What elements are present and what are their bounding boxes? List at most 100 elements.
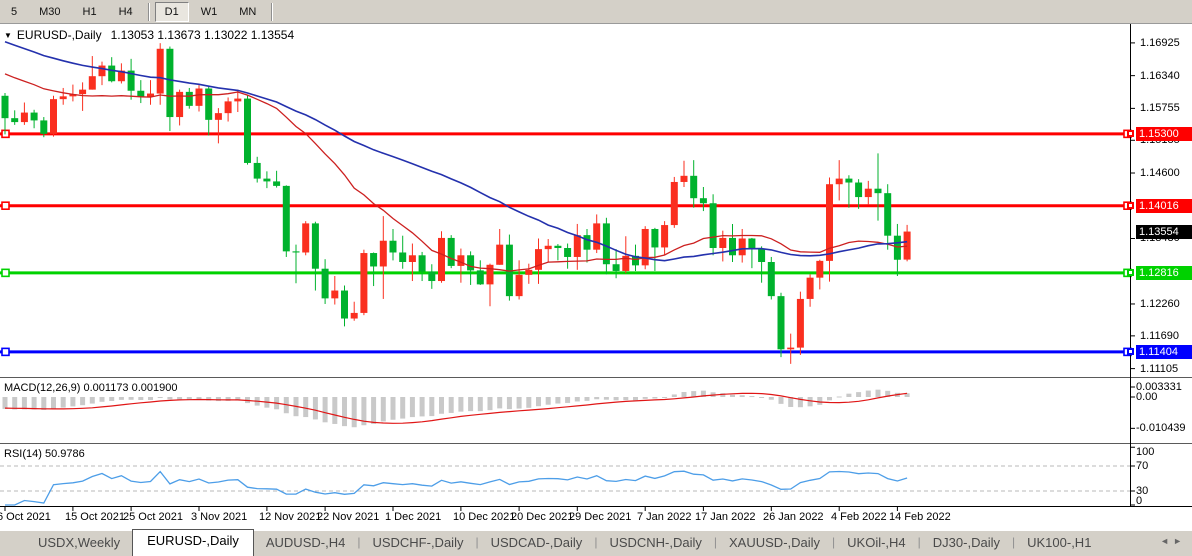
candle-body	[593, 223, 601, 250]
candle-body	[835, 178, 843, 185]
tab-separator: |	[475, 535, 479, 549]
candle-body	[302, 223, 310, 253]
tab-scroll-arrows: ◄►	[1160, 536, 1186, 546]
candle-body	[651, 228, 659, 248]
candles	[1, 43, 911, 364]
candle-body	[292, 251, 300, 253]
candle-body	[428, 271, 436, 282]
level-handle[interactable]	[1, 347, 10, 357]
candle-body	[244, 98, 251, 163]
candle-body	[350, 312, 358, 319]
candle-body	[30, 112, 38, 121]
candle-body	[127, 70, 135, 91]
pane-borders	[0, 24, 1192, 511]
candle-body	[729, 237, 736, 256]
candle-body	[50, 99, 57, 134]
candle-body	[699, 198, 707, 204]
candle-body	[544, 245, 552, 250]
candle-body	[874, 188, 882, 194]
candle-body	[690, 175, 698, 199]
toolbar-separator	[147, 2, 150, 21]
candle-body	[108, 65, 116, 82]
level-handle[interactable]	[1123, 347, 1132, 357]
timeframe-button-d1[interactable]: D1	[154, 1, 189, 22]
candle-body	[796, 298, 804, 348]
candle-body	[719, 237, 727, 249]
candle-body	[845, 178, 853, 183]
rsi-line	[5, 470, 908, 506]
chart-tab-uk100-h1[interactable]: UK100-,H1	[1027, 535, 1092, 550]
candle-body	[389, 240, 397, 253]
candle-body	[806, 277, 814, 299]
candle-body	[496, 244, 504, 265]
level-handle[interactable]	[1123, 201, 1132, 210]
candle-body	[583, 235, 591, 250]
timeframe-button-mn[interactable]: MN	[239, 5, 257, 18]
candle-body	[476, 270, 484, 285]
candle-body	[311, 223, 319, 269]
candle-body	[457, 255, 465, 266]
candle-body	[408, 255, 416, 262]
tab-separator: |	[832, 535, 836, 549]
timeframe-button-5[interactable]: 5	[11, 5, 18, 18]
candle-body	[195, 88, 203, 106]
chart-tab-eurusd-daily[interactable]: EURUSD-,Daily	[132, 529, 254, 556]
candle-body	[137, 90, 145, 97]
candle-body	[884, 193, 892, 236]
candle-body	[176, 91, 184, 118]
moving-average-line	[4, 73, 908, 272]
level-handle[interactable]	[1123, 129, 1132, 139]
timeframe-button-m30[interactable]: M30	[39, 5, 61, 18]
level-handle[interactable]	[1123, 268, 1132, 278]
timeframe-toolbar: 5 M30 H1 H4 D1 W1 MN	[0, 0, 1192, 24]
rsi-level-lines	[0, 465, 1130, 492]
candle-body	[738, 238, 746, 256]
candle-body	[767, 261, 775, 297]
chart-tab-usdcad-daily[interactable]: USDCAD-,Daily	[490, 535, 583, 550]
candle-body	[40, 120, 48, 134]
chart-tab-usdchf-daily[interactable]: USDCHF-,Daily	[372, 535, 464, 550]
candle-body	[282, 185, 290, 252]
candle-body	[156, 48, 164, 94]
level-handle[interactable]	[1, 201, 10, 210]
tab-scroll-right-icon[interactable]: ►	[1173, 536, 1186, 546]
chart-tab-audusd-h4[interactable]: AUDUSD-,H4	[265, 535, 346, 550]
timeframe-button-h1[interactable]: H1	[82, 5, 97, 18]
candle-body	[564, 248, 572, 257]
timeframe-button-h4[interactable]: H4	[118, 5, 133, 18]
chart-canvas[interactable]	[0, 0, 1192, 530]
level-handle[interactable]	[1, 268, 10, 278]
toolbar-separator	[271, 2, 274, 21]
candle-body	[224, 101, 232, 114]
candle-body	[612, 264, 620, 271]
candle-body	[826, 184, 833, 261]
candle-body	[214, 113, 222, 120]
candle-body	[535, 249, 542, 270]
chart-tab-ukoil-h4[interactable]: UKOil-,H4	[847, 535, 906, 550]
candle-body	[79, 89, 87, 95]
candle-body	[893, 235, 901, 260]
candle-body	[11, 118, 19, 123]
chart-tab-dj30-daily[interactable]: DJ30-,Daily	[932, 535, 1000, 550]
macd-histogram	[2, 389, 910, 428]
sr-level-lines	[0, 129, 1132, 357]
candle-body	[399, 252, 407, 262]
candle-body	[20, 112, 28, 123]
candle-body	[554, 245, 562, 249]
candle-body	[273, 181, 281, 186]
candle-body	[864, 188, 872, 198]
candle-body	[641, 228, 649, 266]
tab-scroll-left-icon[interactable]: ◄	[1160, 536, 1174, 546]
candle-body	[59, 96, 67, 100]
macd-signal-line	[4, 392, 908, 424]
chart-tab-xauusd-daily[interactable]: XAUUSD-,Daily	[729, 535, 821, 550]
chart-tab-usdcnh-daily[interactable]: USDCNH-,Daily	[609, 535, 702, 550]
candle-body	[632, 255, 639, 266]
candle-body	[777, 296, 785, 350]
chart-tab-usdx-weekly[interactable]: USDX,Weekly	[38, 535, 121, 550]
candle-body	[602, 223, 610, 265]
tab-separator: |	[357, 535, 361, 549]
candle-body	[622, 255, 630, 271]
timeframe-button-w1[interactable]: W1	[200, 5, 218, 18]
candle-body	[438, 237, 445, 282]
